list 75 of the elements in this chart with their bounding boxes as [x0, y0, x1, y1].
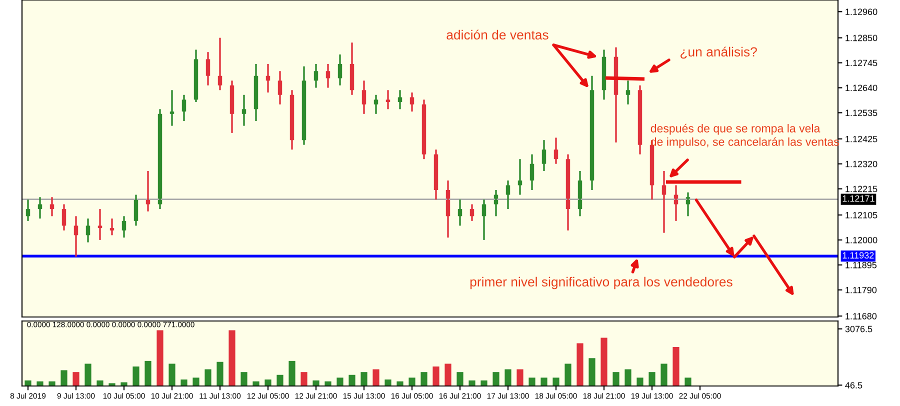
bar [396, 381, 404, 386]
bar [564, 364, 572, 386]
y-tick-label: 1.12960 [846, 8, 878, 16]
bar [492, 372, 500, 386]
bar [456, 372, 464, 386]
y-tick-label: 1.11680 [846, 313, 877, 320]
bar [408, 378, 416, 386]
bar [504, 369, 512, 386]
bar [540, 378, 548, 386]
y-tick-label: 1.12000 [846, 236, 878, 244]
bar [276, 374, 284, 386]
bar [420, 372, 428, 386]
bar [96, 380, 104, 386]
bar [348, 374, 356, 386]
bar [672, 347, 680, 386]
annotation: adición de ventas [446, 30, 548, 40]
bar [156, 330, 164, 386]
bar [24, 380, 32, 386]
bar [144, 360, 152, 386]
y-tick-label: 1.12320 [846, 160, 878, 168]
bar [108, 383, 116, 386]
bar [228, 330, 236, 386]
y-tick-label: 3076.5 [845, 326, 872, 332]
bar [384, 380, 392, 386]
annotation: primer nivel significativo para los vendedores [470, 276, 732, 290]
bar [168, 364, 176, 386]
bar [72, 372, 80, 386]
bar [480, 380, 488, 386]
bar [48, 381, 56, 386]
bar [444, 364, 452, 386]
bar [264, 380, 272, 386]
ref-line-label: 1.11932 [842, 252, 874, 259]
bar [300, 372, 308, 386]
bar [60, 370, 68, 386]
y-tick-label: 1.12640 [846, 84, 878, 92]
y-tick-label: 1.12745 [846, 60, 878, 66]
y-tick-label: 1.12425 [846, 136, 878, 142]
bar [576, 343, 584, 386]
y-tick-label: 1.12535 [846, 110, 878, 116]
bar [204, 369, 212, 386]
bar [372, 369, 380, 386]
y-tick-label: 1.12850 [846, 34, 878, 42]
bar [36, 381, 44, 386]
bar [528, 378, 536, 386]
bar [636, 378, 644, 386]
bar [588, 358, 596, 386]
bar [252, 381, 260, 386]
y-tick-label: 1.12215 [846, 186, 878, 192]
bar [432, 366, 440, 386]
bar [240, 372, 248, 386]
bar [216, 362, 224, 386]
y-tick-label: 1.11790 [846, 286, 877, 294]
bar [180, 380, 188, 386]
bar [684, 378, 692, 386]
bar [648, 372, 656, 386]
bar [132, 366, 140, 386]
bar [516, 369, 524, 386]
bar [552, 378, 560, 386]
bar [336, 378, 344, 386]
y-tick-label: 1.11895 [846, 262, 877, 268]
bar [288, 360, 296, 386]
y-tick-label: 1.12105 [846, 212, 878, 218]
bar [660, 364, 668, 386]
bar [468, 380, 476, 386]
annotation: ¿un análisis? [680, 46, 757, 59]
bar [84, 364, 92, 386]
bar [312, 380, 320, 386]
bar [612, 372, 620, 386]
bar [192, 378, 200, 386]
y-tick-label: 46.5 [845, 382, 862, 388]
bar [624, 369, 632, 386]
ref-line-label: 1.12171 [842, 195, 874, 202]
bar [600, 338, 608, 386]
bar [360, 372, 368, 386]
bar [324, 381, 332, 386]
